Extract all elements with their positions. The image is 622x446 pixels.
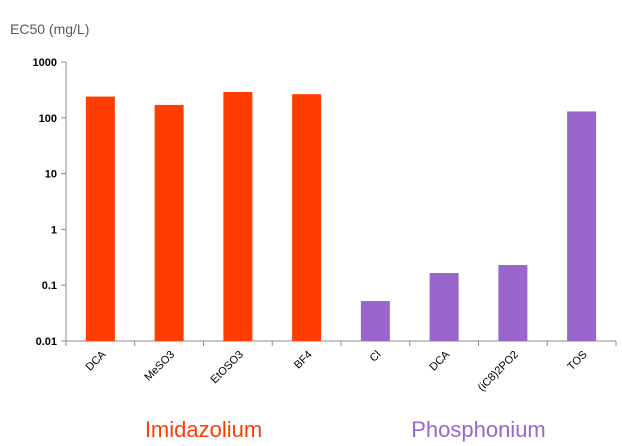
y-tick-label: 0.1: [42, 280, 57, 292]
y-tick-label: 1000: [33, 57, 57, 69]
group-label-1: Imidazolium: [145, 417, 262, 442]
x-tick-label: (iC8)2PO2: [476, 349, 521, 394]
bar-7: [498, 265, 528, 341]
x-tick-label: EtOSO3: [209, 349, 246, 386]
bar-5: [360, 301, 390, 341]
x-tick-label: DCA: [427, 348, 452, 373]
x-tick-label: BF4: [292, 349, 315, 372]
axes: [65, 62, 617, 346]
y-tick-label: 100: [39, 113, 57, 125]
bar-6: [429, 273, 459, 341]
y-tick-label: 0.01: [36, 336, 57, 348]
x-tick-label: Cl: [368, 349, 384, 365]
y-axis-title: EC50 (mg/L): [10, 21, 89, 37]
bar-3: [223, 91, 253, 341]
x-tick-labels: DCA MeSO3 EtOSO3 BF4 Cl DCA (iC8)2PO2 TOS: [84, 348, 590, 394]
y-tick-label: 1: [51, 224, 57, 236]
x-tick-label: MeSO3: [142, 349, 177, 384]
bar-1: [85, 96, 115, 341]
x-tick-label: DCA: [84, 348, 109, 373]
bars: [85, 91, 597, 342]
bar-2: [154, 104, 184, 341]
y-ticks: 1000 100 10 1 0.1 0.01: [33, 57, 66, 348]
y-tick-label: 10: [45, 169, 57, 181]
group-labels: Imidazolium Phosphonium: [145, 417, 546, 442]
x-tick-label: TOS: [565, 349, 589, 373]
bar-8: [567, 111, 597, 342]
group-label-2: Phosphonium: [411, 417, 546, 442]
bar-4: [292, 94, 322, 341]
